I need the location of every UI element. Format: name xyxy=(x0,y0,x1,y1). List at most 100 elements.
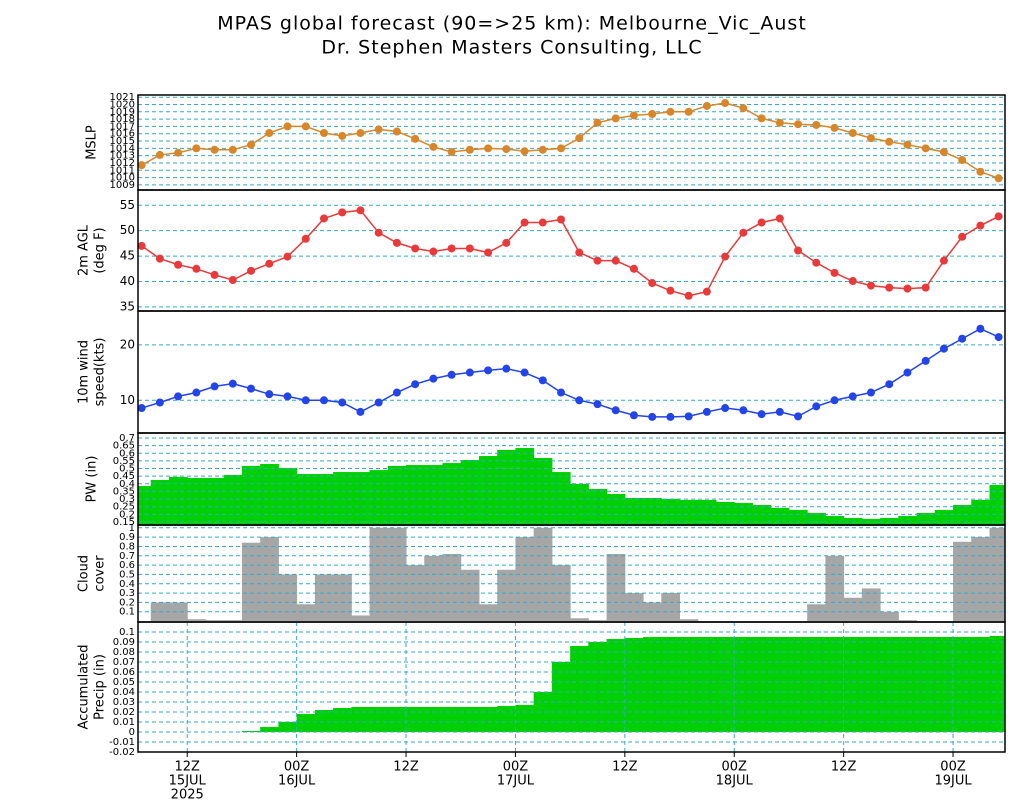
y-tick-label: 0.55 xyxy=(113,456,135,467)
area-step xyxy=(223,620,243,622)
area-step xyxy=(260,727,279,732)
point xyxy=(958,334,967,343)
point xyxy=(866,134,875,143)
area-step xyxy=(752,505,772,525)
y-tick-label: 1009 xyxy=(110,180,135,191)
area-step xyxy=(697,499,717,525)
area-step xyxy=(205,478,225,525)
area-step xyxy=(442,707,462,732)
point xyxy=(356,206,365,215)
y-tick-label: 40 xyxy=(120,274,135,288)
point xyxy=(484,248,493,257)
area-step xyxy=(424,555,443,622)
point xyxy=(538,218,547,227)
point xyxy=(338,131,347,140)
point xyxy=(338,208,347,217)
point xyxy=(575,248,584,257)
point xyxy=(775,407,784,416)
area-step xyxy=(716,501,735,525)
x-date-label: 15JUL xyxy=(169,774,207,789)
area-step xyxy=(497,706,516,732)
area-step xyxy=(187,478,206,525)
area-step xyxy=(296,714,316,732)
point xyxy=(757,114,766,123)
area-step xyxy=(916,637,936,732)
area-step xyxy=(333,472,352,525)
area-step xyxy=(278,722,298,732)
point xyxy=(192,264,201,273)
y-tick-label: 0.3 xyxy=(119,494,135,505)
area-step xyxy=(551,472,571,525)
y-axis-label: Precip (in) xyxy=(93,654,108,720)
point xyxy=(192,144,201,153)
y-tick-label: 1012 xyxy=(110,158,135,169)
point xyxy=(155,254,164,263)
area-step xyxy=(187,619,206,622)
area-step xyxy=(971,637,991,732)
point xyxy=(939,148,948,156)
point xyxy=(921,144,930,153)
area-step xyxy=(898,637,918,732)
point xyxy=(447,370,456,379)
area-step xyxy=(515,537,535,622)
point xyxy=(830,123,839,132)
area-step xyxy=(369,470,389,525)
y-tick-label: 0.7 xyxy=(119,433,135,444)
y-tick-label: 0.45 xyxy=(113,471,135,482)
area-step xyxy=(241,542,261,622)
point xyxy=(885,283,894,292)
y-tick-label: 1016 xyxy=(110,129,135,140)
area-step xyxy=(351,472,371,525)
y-tick-label: 0.01 xyxy=(113,717,135,728)
area-step xyxy=(807,604,826,622)
y-tick-label: 0.2 xyxy=(119,509,135,520)
y-tick-label: 55 xyxy=(120,198,135,212)
area-step xyxy=(551,662,571,732)
point xyxy=(903,284,912,293)
area-step xyxy=(278,467,298,525)
y-tick-label: 0.05 xyxy=(113,677,135,688)
point xyxy=(866,281,875,290)
point xyxy=(465,145,474,154)
area-step xyxy=(934,509,954,525)
area-step xyxy=(716,637,735,732)
y-tick-label: 0.02 xyxy=(113,707,135,718)
point xyxy=(247,384,256,393)
x-tick-label: 00Z xyxy=(940,760,966,775)
point xyxy=(392,388,401,397)
y-tick-label: 0.65 xyxy=(113,441,135,452)
point xyxy=(520,147,529,156)
area-step xyxy=(351,615,371,622)
point xyxy=(502,238,511,247)
point xyxy=(866,388,875,397)
area-step xyxy=(497,569,516,622)
y-tick-label: 0.4 xyxy=(119,579,135,590)
area-step xyxy=(624,638,644,732)
area-step xyxy=(570,618,589,622)
area-step xyxy=(406,565,425,622)
point xyxy=(684,291,693,300)
point xyxy=(830,396,839,405)
point xyxy=(958,232,967,241)
x-tick-label: 00Z xyxy=(284,760,310,775)
area-step xyxy=(971,499,991,525)
area-step xyxy=(515,447,535,525)
area-step xyxy=(168,476,188,525)
area-step xyxy=(460,569,480,622)
point xyxy=(283,122,292,131)
point xyxy=(538,376,547,385)
y-tick-label: 50 xyxy=(120,223,135,237)
y-tick-label: 45 xyxy=(120,249,135,263)
point xyxy=(502,145,511,154)
point xyxy=(794,412,803,421)
y-tick-label: 0.08 xyxy=(113,647,135,658)
area-step xyxy=(953,637,972,732)
area-step xyxy=(296,474,316,525)
point xyxy=(155,150,164,159)
area-step xyxy=(606,639,626,732)
point xyxy=(684,107,693,116)
point xyxy=(648,279,657,288)
area-step xyxy=(825,515,845,525)
y-tick-label: 0.6 xyxy=(119,560,135,571)
area-step xyxy=(168,602,188,622)
